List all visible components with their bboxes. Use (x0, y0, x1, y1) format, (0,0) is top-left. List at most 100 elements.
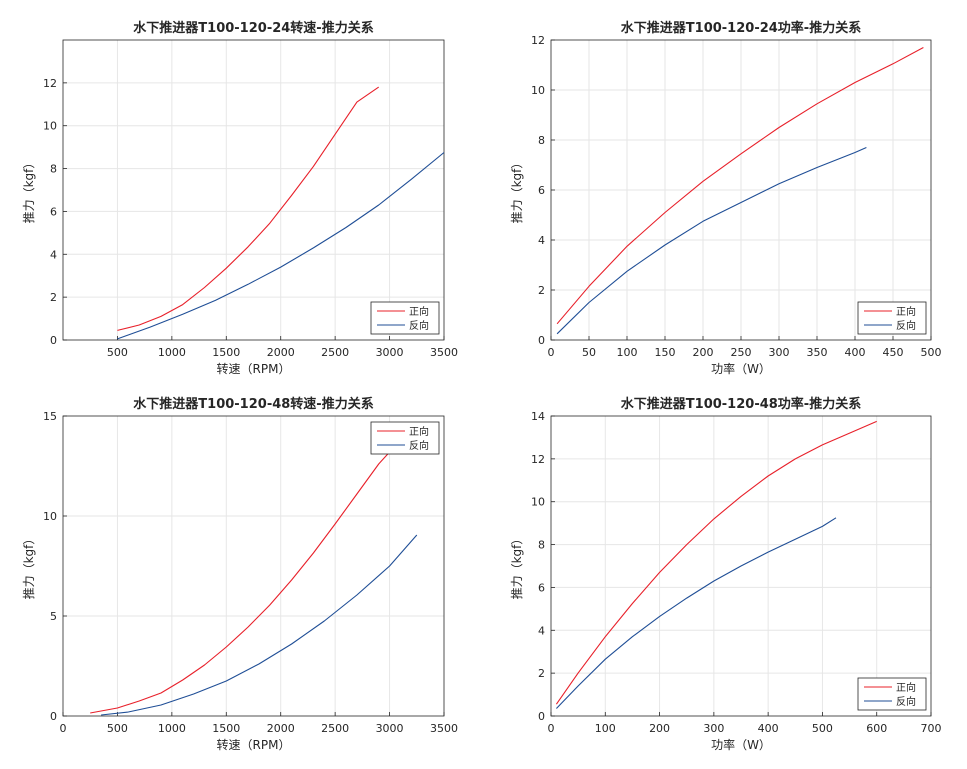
plot-area (63, 40, 444, 340)
x-tick-label: 50 (582, 346, 596, 359)
x-tick-label: 0 (60, 722, 67, 735)
y-tick-label: 0 (50, 334, 57, 347)
chart-title: 水下推进器T100-120-24转速-推力关系 (133, 20, 373, 36)
x-tick-label: 2000 (267, 722, 295, 735)
x-tick-label: 450 (883, 346, 904, 359)
x-tick-label: 600 (866, 722, 887, 735)
x-tick-label: 1000 (158, 346, 186, 359)
x-tick-label: 1500 (212, 722, 240, 735)
x-tick-label: 2500 (321, 346, 349, 359)
y-tick-label: 6 (50, 205, 57, 218)
x-tick-label: 500 (107, 346, 128, 359)
legend-label: 正向 (409, 425, 429, 438)
legend-box (857, 677, 927, 711)
x-tick-label: 2500 (321, 722, 349, 735)
x-tick-label: 1000 (158, 722, 186, 735)
y-tick-label: 2 (50, 291, 57, 304)
x-tick-label: 150 (655, 346, 676, 359)
y-tick-label: 12 (531, 34, 545, 47)
y-tick-label: 10 (43, 510, 57, 523)
x-tick-label: 3000 (376, 346, 404, 359)
chart-4: 0 100 200 300 400 500 600 700 0 2 4 6 8 10 12 14 水下推进器T1… (510, 396, 942, 752)
chart-title: 水下推进器T100-120-48转速-推力关系 (133, 396, 373, 412)
legend-label: 正向 (896, 305, 916, 318)
legend-label: 反向 (896, 695, 916, 708)
y-tick-label: 0 (50, 710, 57, 723)
series-line-forward (555, 420, 877, 705)
x-tick-label: 350 (807, 346, 828, 359)
axes-box (62, 39, 445, 341)
x-tick-label: 200 (649, 722, 670, 735)
legend-label: 正向 (896, 681, 916, 694)
y-tick-label: 6 (538, 184, 545, 197)
y-tick-label: 4 (538, 624, 545, 637)
series-line-reverse (117, 152, 445, 340)
x-tick-label: 3000 (376, 722, 404, 735)
x-tick-label: 300 (769, 346, 790, 359)
legend-label: 正向 (409, 305, 429, 318)
x-tick-label: 400 (845, 346, 866, 359)
y-tick-label: 12 (43, 77, 57, 90)
legend-label: 反向 (409, 439, 429, 452)
y-tick-label: 4 (538, 234, 545, 247)
x-tick-label: 2000 (267, 346, 295, 359)
legend-box (857, 301, 927, 335)
series-line-forward (556, 47, 924, 325)
x-tick-label: 400 (758, 722, 779, 735)
y-tick-label: 15 (43, 410, 57, 423)
x-tick-label: 500 (921, 346, 942, 359)
x-tick-label: 3500 (430, 346, 458, 359)
x-tick-label: 3500 (430, 722, 458, 735)
chart-title: 水下推进器T100-120-48功率-推力关系 (621, 396, 861, 412)
x-tick-label: 500 (812, 722, 833, 735)
y-tick-label: 12 (531, 453, 545, 466)
x-tick-label: 700 (921, 722, 942, 735)
x-tick-label: 300 (703, 722, 724, 735)
axes-box (550, 415, 932, 717)
y-tick-label: 0 (538, 334, 545, 347)
y-tick-label: 6 (538, 581, 545, 594)
series-line-reverse (101, 534, 418, 716)
series-line-reverse (556, 517, 837, 709)
y-tick-label: 2 (538, 667, 545, 680)
x-tick-label: 1500 (212, 346, 240, 359)
x-tick-label: 0 (548, 722, 555, 735)
legend-label: 反向 (409, 319, 429, 332)
legend-box (370, 301, 440, 335)
y-tick-label: 0 (538, 710, 545, 723)
y-tick-label: 2 (538, 284, 545, 297)
x-tick-label: 0 (548, 346, 555, 359)
y-tick-label: 14 (531, 410, 545, 423)
axes-box (62, 415, 445, 717)
chart-1: 500 1000 1500 2000 2500 3000 3500 0 2 4 6 8 10 12 水下推进… (22, 20, 458, 376)
y-tick-label: 5 (50, 610, 57, 623)
y-axis-label: 推力（kgf） (510, 157, 524, 224)
legend-box (370, 421, 440, 455)
y-axis-label: 推力（kgf） (22, 533, 36, 600)
chart-2: 0 50 100 150 200 250 300 350 400 450 500 0 2 4 6 8 10 12 水… (510, 20, 942, 376)
y-tick-label: 10 (531, 84, 545, 97)
y-tick-label: 4 (50, 248, 57, 261)
series-line-reverse (556, 146, 867, 335)
x-tick-label: 100 (617, 346, 638, 359)
x-tick-label: 100 (595, 722, 616, 735)
legend-label: 反向 (896, 319, 916, 332)
x-tick-label: 500 (107, 722, 128, 735)
y-tick-label: 8 (538, 539, 545, 552)
y-tick-label: 10 (531, 496, 545, 509)
y-axis-label: 推力（kgf） (510, 533, 524, 600)
x-tick-label: 250 (731, 346, 752, 359)
x-tick-label: 200 (693, 346, 714, 359)
series-line-forward (117, 86, 380, 331)
y-tick-label: 8 (50, 163, 57, 176)
series-line-forward (90, 451, 391, 714)
y-axis-label: 推力（kgf） (22, 157, 36, 224)
y-tick-label: 10 (43, 120, 57, 133)
x-axis-label: 转速（RPM） (217, 737, 291, 752)
x-axis-label: 转速（RPM） (217, 361, 291, 376)
chart-3: 0 500 1000 1500 2000 2500 3000 3500 0 5 10 15 水下推进器T… (22, 396, 458, 752)
